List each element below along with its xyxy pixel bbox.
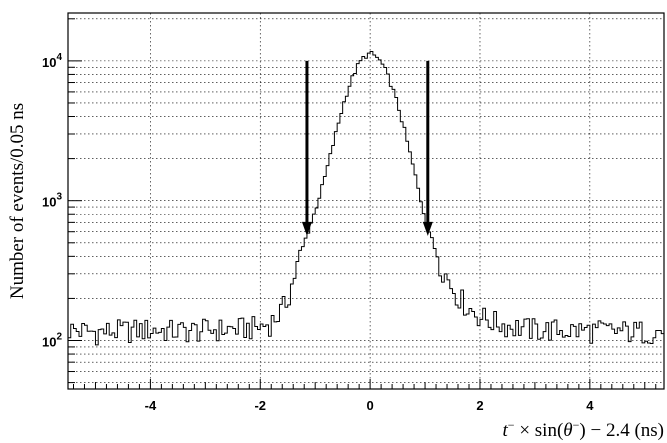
y-axis-label: Number of events/0.05 ns xyxy=(7,103,28,299)
x-tick-label: -4 xyxy=(145,398,157,413)
y-tick-base: 10 xyxy=(42,195,56,210)
x-tick-label: 2 xyxy=(476,398,483,413)
x-label-end: ) − 2.4 (ns) xyxy=(579,420,664,441)
y-tick-exponent: 4 xyxy=(56,52,62,63)
x-label-mid: × sin( xyxy=(515,420,564,441)
y-tick-label: 102 xyxy=(42,332,62,350)
cut-arrow-head xyxy=(422,221,433,236)
y-tick-base: 10 xyxy=(42,335,56,350)
plot-frame xyxy=(67,12,665,390)
x-tick-label: -2 xyxy=(254,398,266,413)
x-tick-label: 0 xyxy=(367,398,374,413)
x-axis-label: t− × sin(θ−) − 2.4 (ns) xyxy=(503,418,665,441)
y-tick-exponent: 2 xyxy=(56,332,62,343)
y-tick-base: 10 xyxy=(42,55,56,70)
x-tick-label: 4 xyxy=(586,398,594,413)
y-tick-label: 104 xyxy=(42,52,62,70)
y-tick-exponent: 3 xyxy=(56,192,62,203)
data-layer xyxy=(68,51,664,346)
x-label-sup1: − xyxy=(508,418,515,432)
x-label-t: t xyxy=(503,420,509,441)
cut-arrow-head xyxy=(301,221,312,236)
arrow-layer xyxy=(301,60,433,236)
x-label-theta: θ xyxy=(563,420,572,441)
y-tick-label: 103 xyxy=(42,192,62,210)
histogram-series xyxy=(68,51,664,346)
grid-layer xyxy=(68,13,664,389)
x-label-sup2: − xyxy=(573,418,580,432)
